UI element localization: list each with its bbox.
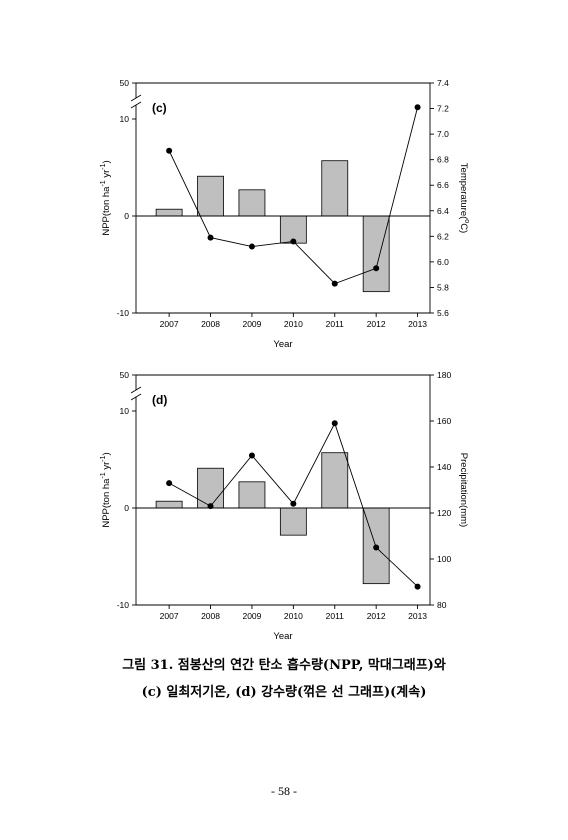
chart-c-panel-label: (c) bbox=[152, 101, 167, 115]
page-number: - 58 - bbox=[271, 784, 297, 798]
chart-c-left-tick-label: -10 bbox=[117, 308, 130, 318]
chart-c-right-tick-label: 6.6 bbox=[437, 180, 449, 190]
chart-d-left-tick-label: 0 bbox=[124, 503, 129, 513]
chart-c-x-tick-label-2007: 2007 bbox=[160, 319, 179, 329]
chart-c-x-tick-label-2013: 2013 bbox=[408, 319, 427, 329]
chart-d-x-tick-label-2010: 2010 bbox=[284, 611, 303, 621]
chart-c-axis-break-mark bbox=[130, 94, 142, 102]
chart-d-right-tick-label: 100 bbox=[437, 554, 451, 564]
chart-c-point-2010 bbox=[290, 238, 297, 245]
chart-d-x-tick-label-2012: 2012 bbox=[367, 611, 386, 621]
chart-d-bar-2009 bbox=[238, 481, 266, 509]
chart-c-bar-2009 bbox=[238, 189, 266, 217]
chart-c-left-axis-title-part: -1 bbox=[100, 163, 107, 169]
chart-d-point-2010 bbox=[290, 500, 297, 507]
chart-d-point-2012 bbox=[373, 544, 380, 551]
chart-c-left-axis-title-part: yr bbox=[101, 170, 112, 181]
chart-c-right-axis-title-part: Temperature( bbox=[458, 163, 469, 220]
chart-d-x-tick-label-2013: 2013 bbox=[408, 611, 427, 621]
chart-d-bar-2010 bbox=[279, 507, 307, 536]
chart-c-bar-2007 bbox=[155, 208, 183, 217]
chart-d-axis-break-mark bbox=[130, 386, 142, 394]
chart-d-bar-2008 bbox=[197, 467, 224, 509]
chart-d-right-tick-label: 120 bbox=[437, 508, 451, 518]
chart-c-x-tick-label-2011: 2011 bbox=[326, 319, 345, 329]
chart-c-x-axis-title: Year bbox=[273, 339, 292, 350]
chart-c-left-axis-title-part: NPP(ton ha bbox=[101, 186, 112, 236]
chart-c-right-tick-label: 5.8 bbox=[437, 282, 449, 292]
chart-c-right-tick-label: 5.6 bbox=[437, 308, 449, 318]
chart-c-x-tick-label-2008: 2008 bbox=[201, 319, 220, 329]
chart-c-point-2009 bbox=[248, 243, 255, 250]
chart-c-left-axis-title-part: ) bbox=[101, 160, 112, 163]
chart-c-right-tick-label: 6.4 bbox=[437, 206, 449, 216]
chart-d-point-2007 bbox=[166, 480, 173, 487]
chart-c-point-2013 bbox=[414, 104, 421, 111]
chart-d-point-2008 bbox=[207, 503, 214, 510]
chart-c-left-axis-title-part: -1 bbox=[100, 180, 107, 186]
chart-c-point-2012 bbox=[373, 265, 380, 272]
chart-d-right-tick-label: 160 bbox=[437, 416, 451, 426]
chart-c-x-tick-label-2009: 2009 bbox=[242, 319, 261, 329]
chart-c-point-2007 bbox=[166, 147, 173, 154]
chart-c-right-tick-label: 6.0 bbox=[437, 257, 449, 267]
chart-d-point-2013 bbox=[414, 583, 421, 590]
chart-d-left-axis-title-part: yr bbox=[101, 462, 112, 473]
chart-d-left-axis-title-part: -1 bbox=[100, 472, 107, 478]
chart-c-left-tick-label: 10 bbox=[120, 114, 130, 124]
chart-d: -10 0 10 50 80 100 120 140 160 180 2007 2008 2009 201… bbox=[100, 370, 469, 642]
chart-c-bar-2012 bbox=[362, 215, 390, 293]
chart-d-panel-label: (d) bbox=[152, 393, 167, 407]
chart-d-x-axis-title: Year bbox=[273, 631, 292, 642]
chart-c-left-axis-title: NPP(ton ha-1 yr-1) bbox=[100, 160, 112, 235]
chart-d-point-2009 bbox=[248, 452, 255, 459]
chart-d-right-tick-label: 140 bbox=[437, 462, 451, 472]
chart-c-right-tick-label: 6.2 bbox=[437, 231, 449, 241]
figure-caption-line-1: 그림 31. 점봉산의 연간 탄소 흡수량(NPP, 막대그래프)와 bbox=[122, 658, 446, 673]
chart-d-left-tick-label: 50 bbox=[120, 370, 130, 380]
chart-c-left-tick-label: 50 bbox=[120, 78, 130, 88]
chart-d-left-axis-title: NPP(ton ha-1 yr-1) bbox=[100, 452, 112, 527]
chart-d-left-axis-title-part: -1 bbox=[100, 455, 107, 461]
chart-d-right-tick-label: 80 bbox=[437, 600, 447, 610]
chart-d-left-tick-label: -10 bbox=[117, 600, 130, 610]
chart-d-right-axis-title-part: Precipitation(mm) bbox=[458, 453, 469, 527]
chart-c-right-tick-label: 6.8 bbox=[437, 155, 449, 165]
chart-d-left-axis-title-part: NPP(ton ha bbox=[101, 478, 112, 528]
chart-d-right-tick-label: 180 bbox=[437, 370, 451, 380]
chart-d-x-tick-label-2011: 2011 bbox=[326, 611, 345, 621]
chart-c-right-tick-label: 7.4 bbox=[437, 78, 449, 88]
chart-d-point-2011 bbox=[331, 420, 338, 427]
chart-c-point-2011 bbox=[331, 280, 338, 287]
chart-c-right-axis-title-part: C) bbox=[458, 223, 469, 233]
chart-c-axis-break-mark bbox=[130, 101, 142, 109]
chart-d-bar-2007 bbox=[155, 500, 183, 509]
chart-c-right-tick-label: 7.0 bbox=[437, 129, 449, 139]
chart-c-bar-2011 bbox=[321, 160, 349, 217]
chart-c-point-2008 bbox=[207, 234, 214, 241]
chart-c-right-axis-title-part: o bbox=[463, 219, 470, 223]
chart-c-x-tick-label-2010: 2010 bbox=[284, 319, 303, 329]
chart-c-bar-2008 bbox=[197, 175, 224, 217]
chart-d-x-tick-label-2007: 2007 bbox=[160, 611, 179, 621]
chart-d-x-tick-label-2009: 2009 bbox=[242, 611, 261, 621]
chart-d-x-tick-label-2008: 2008 bbox=[201, 611, 220, 621]
chart-d-axis-break-mark bbox=[130, 393, 142, 401]
chart-c-right-tick-label: 7.2 bbox=[437, 104, 449, 114]
chart-c: -10 0 10 50 5.6 5.8 6.0 6.2 6.4 6.6 6.8 7.0 7.2 7.4 20… bbox=[100, 78, 470, 350]
chart-d-left-axis-title-part: ) bbox=[101, 452, 112, 455]
chart-c-right-axis-title: Temperature(oC) bbox=[458, 163, 470, 233]
chart-c-x-tick-label-2012: 2012 bbox=[367, 319, 386, 329]
chart-d-right-axis-title: Precipitation(mm) bbox=[458, 453, 469, 527]
chart-c-left-tick-label: 0 bbox=[124, 211, 129, 221]
chart-d-left-tick-label: 10 bbox=[120, 406, 130, 416]
chart-d-bar-2011 bbox=[321, 452, 349, 509]
figure-caption-line-2: (c) 일최저기온, (d) 강수량(꺾은 선 그래프)(계속) bbox=[141, 685, 427, 700]
